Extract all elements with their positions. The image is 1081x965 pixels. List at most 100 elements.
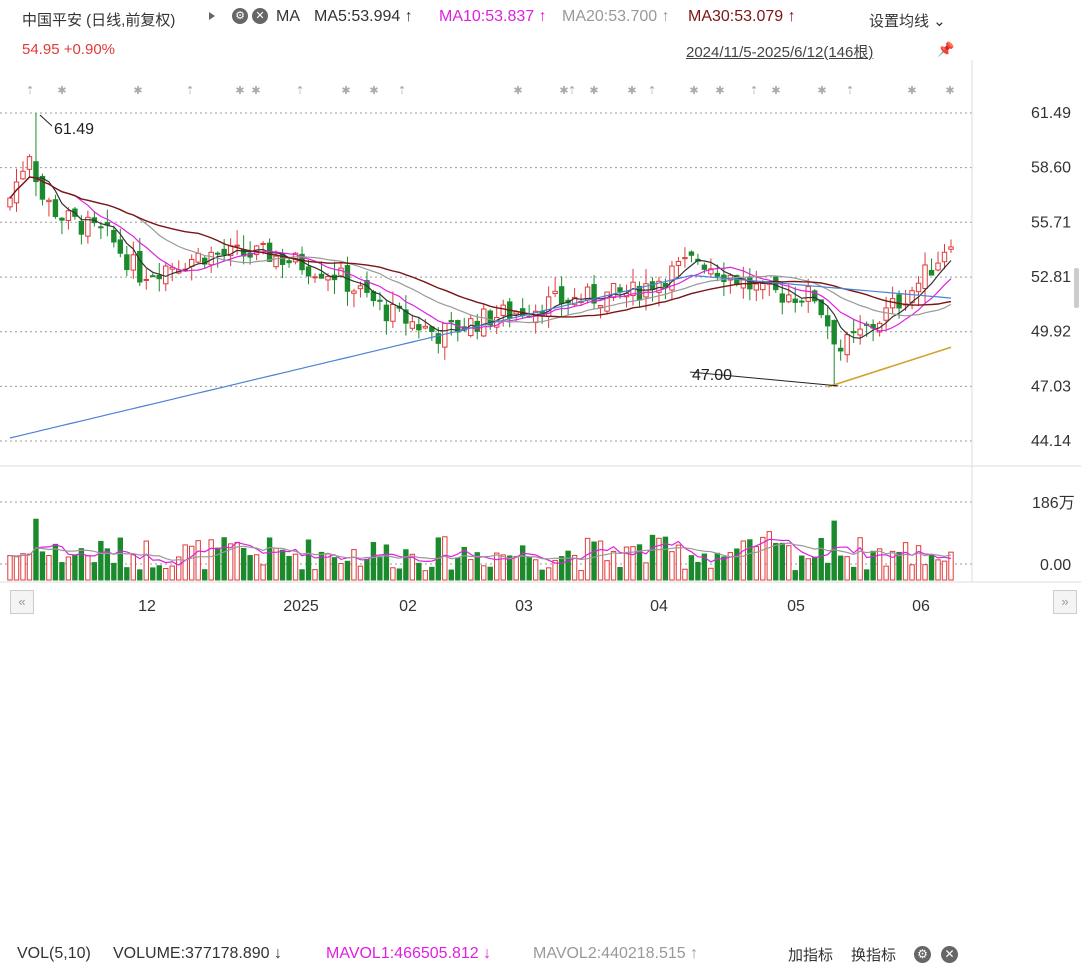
- candle[interactable]: [824, 315, 831, 327]
- event-marker-icon[interactable]: ✱: [907, 85, 916, 97]
- event-marker-icon[interactable]: ✱: [235, 85, 244, 97]
- stock-title[interactable]: 中国平安 (日线,前复权): [22, 12, 176, 29]
- candle[interactable]: [46, 199, 52, 203]
- candle[interactable]: [558, 286, 565, 305]
- volume-bar[interactable]: [779, 542, 785, 581]
- volume-bar[interactable]: [902, 542, 909, 581]
- volume-bar[interactable]: [915, 545, 922, 581]
- candle[interactable]: [604, 291, 610, 312]
- candle[interactable]: [935, 262, 941, 271]
- candle[interactable]: [286, 260, 292, 264]
- candle[interactable]: [915, 282, 922, 293]
- volume-bar[interactable]: [539, 569, 545, 581]
- volume-bar[interactable]: [824, 562, 831, 581]
- volume-bar[interactable]: [863, 569, 870, 581]
- event-marker-icon[interactable]: ⇡: [845, 85, 854, 97]
- candle[interactable]: [500, 304, 506, 317]
- candlestick-chart[interactable]: 61.49 58.60 55.71 52.81 49.92 47.03 44.14 186万 0…: [0, 0, 1081, 618]
- volume-bar[interactable]: [279, 549, 286, 581]
- volume-bar[interactable]: [240, 547, 247, 581]
- volume-bar[interactable]: [507, 555, 513, 581]
- event-marker-icon[interactable]: ✱: [771, 85, 780, 97]
- volume-bar[interactable]: [889, 550, 896, 581]
- volume-bar[interactable]: [78, 548, 85, 581]
- volume-bar[interactable]: [565, 550, 571, 581]
- candle[interactable]: [889, 298, 896, 309]
- volume-bar[interactable]: [760, 536, 766, 581]
- volume-bar[interactable]: [526, 556, 532, 581]
- volume-bar[interactable]: [727, 552, 734, 581]
- set-ma-button[interactable]: 设置均线 ⌄: [869, 13, 946, 30]
- volume-bar[interactable]: [461, 546, 467, 581]
- volume-bar[interactable]: [844, 556, 850, 581]
- candle[interactable]: [312, 276, 318, 279]
- candle[interactable]: [812, 290, 818, 302]
- candle[interactable]: [357, 285, 364, 290]
- volume-bar[interactable]: [344, 560, 351, 581]
- volume-bar[interactable]: [837, 555, 844, 581]
- volume-bar[interactable]: [532, 559, 539, 581]
- candle[interactable]: [137, 250, 143, 283]
- volume-bar[interactable]: [649, 534, 656, 581]
- volume-bar[interactable]: [805, 558, 811, 581]
- candle[interactable]: [234, 244, 240, 247]
- event-marker-icon[interactable]: ✱: [817, 85, 826, 97]
- volume-bar[interactable]: [201, 569, 208, 581]
- candle[interactable]: [786, 294, 792, 303]
- volume-bar[interactable]: [448, 569, 454, 581]
- candle[interactable]: [831, 320, 837, 345]
- candle[interactable]: [260, 242, 266, 245]
- candle[interactable]: [305, 266, 312, 277]
- volume-bar[interactable]: [124, 567, 130, 581]
- candle[interactable]: [792, 298, 798, 303]
- volume-bar[interactable]: [208, 539, 214, 581]
- volume-bar[interactable]: [299, 569, 305, 581]
- candle[interactable]: [799, 300, 805, 303]
- volume-bar[interactable]: [383, 544, 390, 581]
- volume-bar[interactable]: [935, 559, 941, 581]
- volume-bar[interactable]: [500, 554, 506, 581]
- candle[interactable]: [805, 286, 811, 302]
- candle[interactable]: [403, 309, 409, 324]
- pin-icon[interactable]: 📌: [937, 41, 955, 57]
- candle[interactable]: [65, 210, 72, 221]
- event-marker-icon[interactable]: ✱: [57, 85, 66, 97]
- volume-bar[interactable]: [481, 565, 487, 581]
- volume-bar[interactable]: [883, 565, 889, 581]
- volume-bar[interactable]: [468, 559, 474, 581]
- volume-bar[interactable]: [662, 536, 669, 581]
- volume-bar[interactable]: [422, 570, 429, 581]
- volume-bar[interactable]: [91, 562, 98, 581]
- candle[interactable]: [7, 197, 13, 208]
- gear-icon[interactable]: ⚙: [914, 946, 931, 963]
- volume-bar[interactable]: [65, 556, 72, 581]
- volume-bar[interactable]: [396, 568, 403, 581]
- volume-bar[interactable]: [688, 555, 695, 581]
- volume-bar[interactable]: [571, 554, 578, 581]
- candle[interactable]: [150, 275, 156, 278]
- volume-bar[interactable]: [494, 552, 500, 581]
- volume-bar[interactable]: [623, 546, 630, 581]
- volume-bar[interactable]: [429, 566, 435, 581]
- volume-bar[interactable]: [513, 555, 519, 581]
- volume-bar[interactable]: [675, 544, 682, 581]
- candle[interactable]: [617, 287, 623, 292]
- candle[interactable]: [59, 217, 65, 221]
- add-indicator-button[interactable]: 加指标: [788, 947, 834, 964]
- volume-bar[interactable]: [351, 549, 357, 581]
- volume-bar[interactable]: [390, 567, 396, 581]
- volume-bar[interactable]: [377, 557, 383, 581]
- candle[interactable]: [163, 265, 169, 285]
- candle[interactable]: [273, 255, 279, 268]
- volume-bar[interactable]: [630, 546, 636, 581]
- volume-bar[interactable]: [403, 549, 409, 581]
- volume-bar[interactable]: [163, 568, 169, 581]
- volume-bar[interactable]: [928, 554, 935, 581]
- volume-bar[interactable]: [176, 556, 182, 581]
- candle[interactable]: [325, 276, 331, 281]
- volume-bar[interactable]: [636, 544, 643, 581]
- volume-bar[interactable]: [701, 553, 708, 581]
- volume-bar[interactable]: [143, 540, 149, 581]
- candle[interactable]: [338, 267, 344, 277]
- volume-bar[interactable]: [708, 567, 714, 581]
